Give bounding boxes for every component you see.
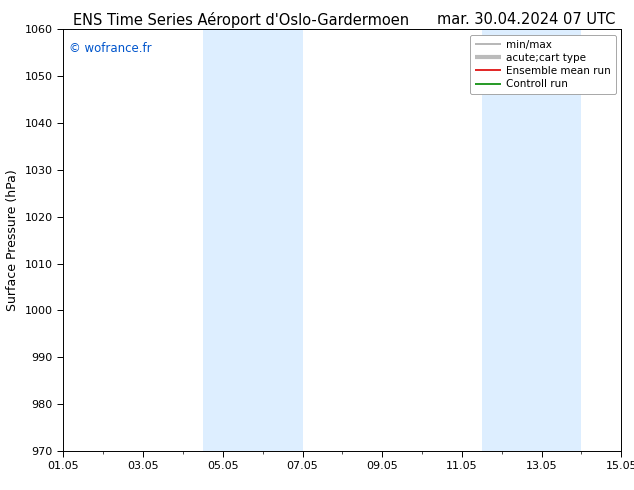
Text: mar. 30.04.2024 07 UTC: mar. 30.04.2024 07 UTC: [437, 12, 615, 27]
Bar: [203, 29, 302, 451]
Text: © wofrance.fr: © wofrance.fr: [69, 42, 152, 55]
Legend: min/max, acute;cart type, Ensemble mean run, Controll run: min/max, acute;cart type, Ensemble mean …: [470, 35, 616, 95]
Text: ENS Time Series Aéroport d'Oslo-Gardermoen: ENS Time Series Aéroport d'Oslo-Gardermo…: [73, 12, 409, 28]
Bar: [482, 29, 581, 451]
Y-axis label: Surface Pressure (hPa): Surface Pressure (hPa): [6, 169, 19, 311]
